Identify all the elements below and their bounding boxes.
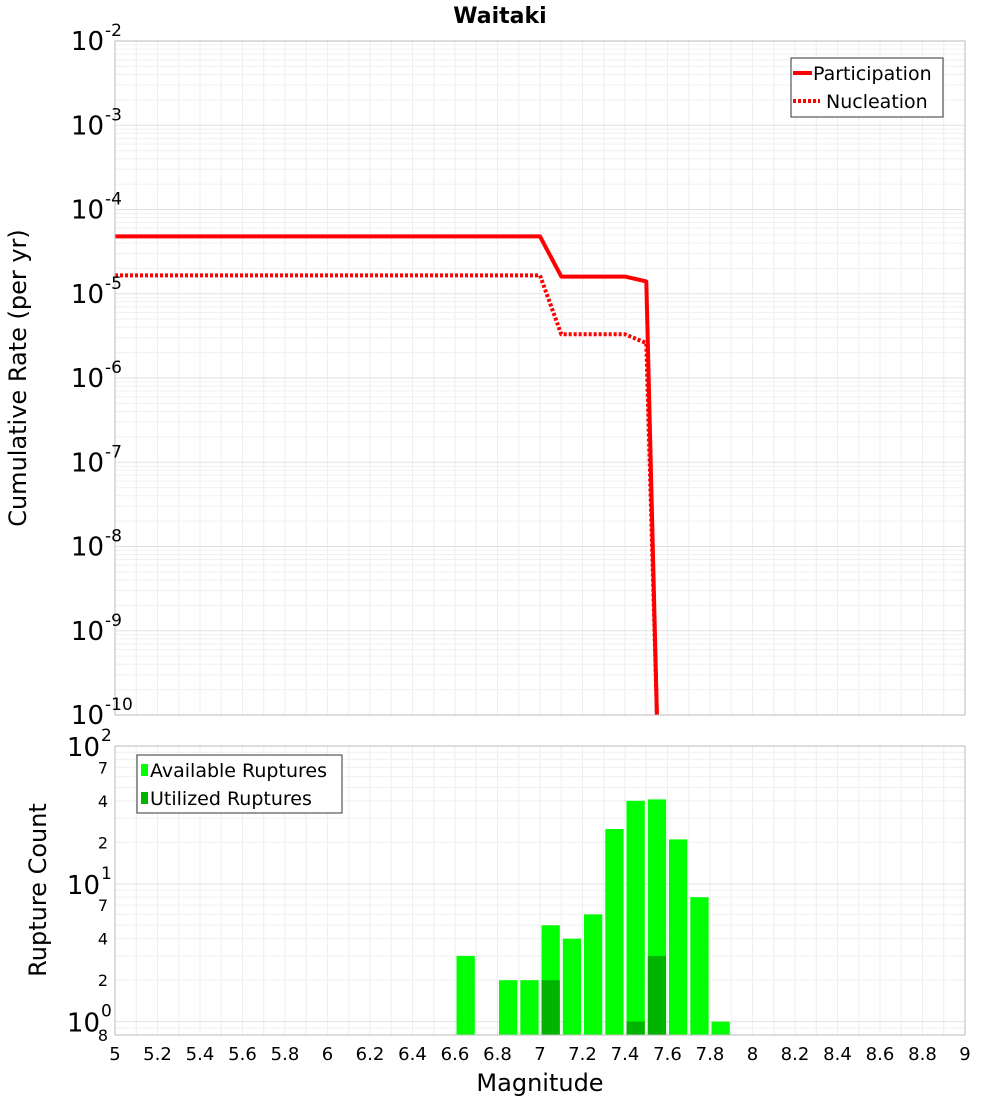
y-tick-label-base: 10 (67, 1009, 100, 1039)
y-tick-label-base: 10 (71, 280, 104, 310)
y-minor-tick-label: 7 (98, 896, 108, 915)
x-tick-label: 7.4 (611, 1044, 640, 1065)
bottom-bars (456, 799, 730, 1035)
y-tick-label-exponent: -2 (105, 21, 122, 41)
x-tick-label: 7 (534, 1044, 545, 1065)
bar-available-ruptures (499, 980, 518, 1035)
bar-available-ruptures (456, 955, 475, 1035)
top-legend: Participation Nucleation (790, 57, 944, 118)
x-axis-label: Magnitude (476, 1069, 603, 1097)
x-tick-label: 5.4 (186, 1044, 215, 1065)
x-tick-label: 6.6 (441, 1044, 470, 1065)
y-minor-tick-label: 7 (98, 758, 108, 777)
bottom-legend-box (136, 754, 343, 814)
x-tick-label: 8 (747, 1044, 758, 1065)
top-plot-border (114, 40, 966, 716)
legend-label-utilized: Utilized Ruptures (150, 788, 312, 810)
y-tick-label-exponent: -8 (105, 527, 122, 547)
y-tick-label-exponent: -4 (105, 190, 122, 210)
y-tick-label-base: 10 (71, 701, 104, 731)
x-tick-labels: 5 5.2 5.4 5.6 5.8 6 6.2 6.4 6.6 6.8 7 7.2 7.4 7.6 7.8 8… (109, 1044, 970, 1065)
y-tick-label-base: 10 (71, 27, 104, 57)
legend-label-available: Available Ruptures (150, 760, 327, 782)
y-tick-label-base: 10 (71, 448, 104, 478)
bar-available-ruptures (669, 839, 688, 1035)
x-tick-label: 7.8 (696, 1044, 725, 1065)
y-tick-label-base: 10 (71, 364, 104, 394)
bar-available-ruptures (605, 829, 624, 1035)
y-tick-label-exponent: 1 (101, 864, 112, 884)
top-series-lines (115, 234, 659, 716)
y-tick-label-exponent: 2 (101, 726, 112, 746)
x-tick-label: 5.2 (143, 1044, 172, 1065)
y-tick-label-base: 10 (67, 733, 100, 763)
y-tick-label-exponent: 0 (101, 1002, 112, 1022)
y-tick-label-base: 10 (71, 196, 104, 226)
y-tick-label-base: 10 (71, 111, 104, 141)
x-tick-label: 5 (109, 1044, 120, 1065)
y-tick-label-base: 10 (71, 533, 104, 563)
bar-available-ruptures (626, 800, 645, 1035)
bottom-y-axis-label: Rupture Count (24, 803, 52, 977)
x-tick-label: 9 (959, 1044, 970, 1065)
y-minor-tick-label: 2 (98, 971, 108, 990)
y-tick-label-exponent: -9 (105, 611, 122, 631)
y-minor-tick-label: 2 (98, 833, 108, 852)
bottom-legend: Available Ruptures Utilized Ruptures (136, 754, 343, 814)
legend-swatch-available (141, 764, 148, 776)
legend-label-participation: Participation (813, 63, 932, 85)
x-tick-label: 8.8 (908, 1044, 937, 1065)
x-tick-label: 6.8 (483, 1044, 512, 1065)
bar-utilized-ruptures (541, 980, 560, 1035)
top-gridlines (114, 41, 966, 716)
y-tick-label-base: 10 (67, 871, 100, 901)
x-tick-label: 6.4 (398, 1044, 427, 1065)
bar-available-ruptures (520, 980, 539, 1035)
top-y-tick-labels: 10-210-310-410-510-610-710-810-910-10 (71, 21, 133, 731)
y-tick-label-exponent: -5 (105, 274, 122, 294)
bar-available-ruptures (584, 914, 603, 1035)
top-plot-area: 10-210-310-410-510-610-710-810-910-10 (71, 21, 966, 731)
bar-available-ruptures (562, 938, 582, 1035)
y-tick-label-base: 10 (71, 617, 104, 647)
top-legend-box (790, 57, 944, 118)
bar-utilized-ruptures (626, 1021, 645, 1035)
x-tick-label: 8.2 (781, 1044, 810, 1065)
bar-available-ruptures (690, 897, 709, 1035)
x-tick-label: 5.6 (228, 1044, 257, 1065)
top-y-axis-label: Cumulative Rate (per yr) (4, 229, 32, 527)
y-tick-label-exponent: -7 (105, 442, 122, 462)
x-tick-label: 8.6 (866, 1044, 895, 1065)
bar-available-ruptures (711, 1021, 730, 1035)
x-tick-label: 5.8 (271, 1044, 300, 1065)
legend-label-nucleation: Nucleation (826, 91, 928, 113)
x-tick-label: 8.4 (823, 1044, 852, 1065)
y-minor-tick-label: 4 (98, 792, 108, 811)
y-minor-tick-label: 8 (98, 1026, 108, 1045)
chart-title: Waitaki (453, 4, 546, 29)
y-minor-tick-label: 4 (98, 930, 108, 949)
x-tick-label: 7.2 (568, 1044, 597, 1065)
y-tick-label-exponent: -3 (105, 105, 122, 125)
legend-swatch-utilized (141, 792, 148, 804)
bottom-plot-border (114, 745, 966, 1036)
x-tick-label: 6.2 (356, 1044, 385, 1065)
y-tick-label-exponent: -10 (105, 695, 133, 715)
y-tick-label-exponent: -6 (105, 358, 122, 378)
bar-utilized-ruptures (647, 955, 667, 1035)
series-line-nucleation (115, 273, 659, 716)
x-tick-label: 7.6 (653, 1044, 682, 1065)
x-tick-label: 6 (322, 1044, 333, 1065)
